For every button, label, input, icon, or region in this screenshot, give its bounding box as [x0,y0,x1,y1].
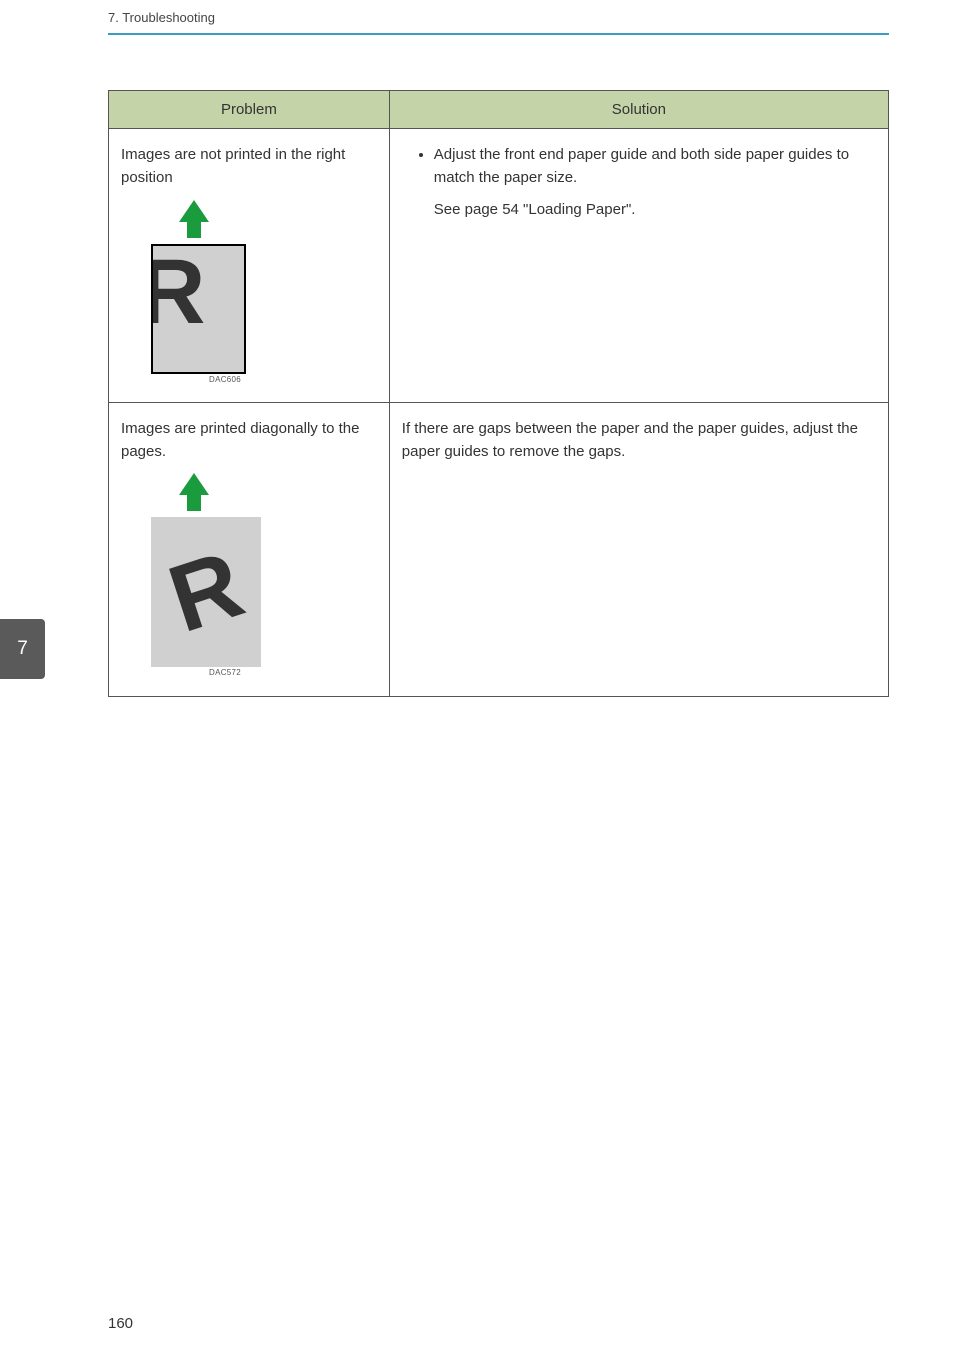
letter-R-diagonal: R [159,537,254,649]
paper-box-diagonal: R [151,517,261,667]
page-number: 160 [108,1315,133,1332]
solution-text: If there are gaps between the paper and … [402,417,876,464]
solution-list: Adjust the front end paper guide and bot… [402,143,876,221]
table-header-row: Problem Solution [109,91,889,129]
chapter-title: 7. Troubleshooting [108,10,959,33]
diagonal-wrap: R [151,517,261,667]
table-row: Images are not printed in the right posi… [109,129,889,403]
page-header: 7. Troubleshooting [0,0,959,35]
problem-text: Images are not printed in the right posi… [121,143,377,190]
page-content: Problem Solution Images are not printed … [0,35,959,697]
col-header-problem: Problem [109,91,390,129]
problem-text: Images are printed diagonally to the pag… [121,417,377,464]
arrow-up-icon [179,473,209,495]
table-row: Images are printed diagonally to the pag… [109,402,889,696]
cell-solution: Adjust the front end paper guide and bot… [389,129,888,403]
col-header-solution: Solution [389,91,888,129]
illustration-caption: DAC572 [209,667,377,679]
illustration-offset: R DAC606 [121,200,377,386]
chapter-side-tab: 7 [0,619,45,679]
illustration-caption: DAC606 [209,374,377,386]
arrow-up-icon [179,200,209,222]
side-tab-number: 7 [17,638,28,660]
cell-solution: If there are gaps between the paper and … [389,402,888,696]
letter-R: R [151,246,205,338]
solution-subtext: See page 54 "Loading Paper". [434,198,876,221]
bullet-text: Adjust the front end paper guide and bot… [434,146,849,186]
paper-box: R [151,244,246,374]
solution-bullet: Adjust the front end paper guide and bot… [434,143,876,221]
cell-problem: Images are printed diagonally to the pag… [109,402,390,696]
illustration-diagonal: R DAC572 [121,473,377,679]
troubleshooting-table: Problem Solution Images are not printed … [108,90,889,697]
cell-problem: Images are not printed in the right posi… [109,129,390,403]
